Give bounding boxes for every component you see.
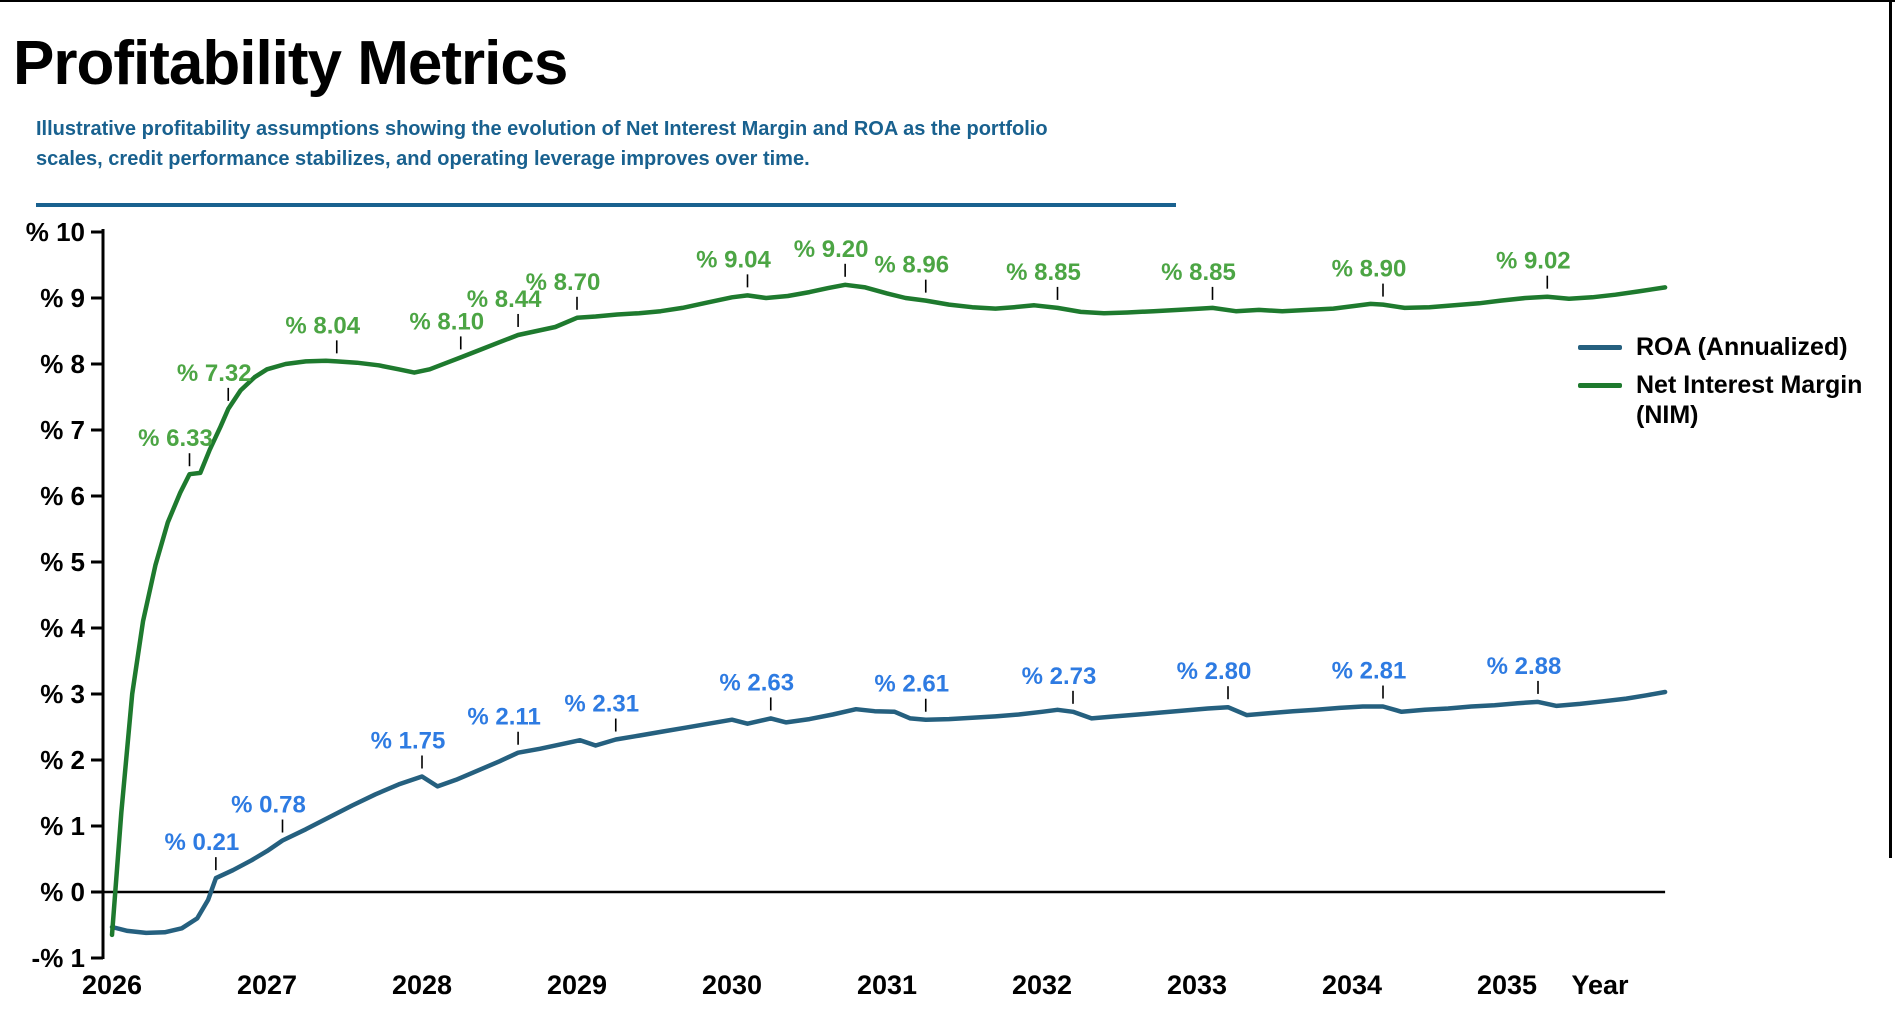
x-axis-year-label: 2029 <box>547 970 607 1000</box>
roa-annotation-label: % 2.81 <box>1332 658 1407 685</box>
nim-line-swatch <box>1578 383 1622 388</box>
x-axis-year-label: 2028 <box>392 970 452 1000</box>
y-axis-tick-label: % 10 <box>26 217 85 247</box>
legend-label-roa: ROA (Annualized) <box>1636 333 1848 361</box>
y-axis-tick-label: % 2 <box>40 745 85 775</box>
nim-annotation-label: % 9.20 <box>794 236 869 263</box>
x-axis-year-label: 2030 <box>702 970 762 1000</box>
subtitle-line-1: Illustrative profitability assumptions s… <box>36 118 1048 140</box>
roa-annotation-label: % 0.78 <box>231 792 306 819</box>
roa-annotation-label: % 2.73 <box>1022 663 1097 690</box>
nim-annotation-label: % 8.85 <box>1161 259 1236 286</box>
roa-annotation-label: % 1.75 <box>371 728 446 755</box>
x-axis-year-label: 2027 <box>237 970 297 1000</box>
roa-annotation-label: % 0.21 <box>164 829 239 856</box>
x-axis-year-label: 2035 <box>1477 970 1537 1000</box>
nim-annotation-label: % 7.32 <box>177 360 252 387</box>
page-title: Profitability Metrics <box>13 29 568 98</box>
x-axis-year-label: 2026 <box>82 970 142 1000</box>
roa-annotation-label: % 2.31 <box>564 691 639 718</box>
roa-annotation-label: % 2.61 <box>874 671 949 698</box>
y-axis-tick-label: -% 1 <box>32 943 85 973</box>
nim-annotation-label: % 6.33 <box>138 425 213 452</box>
roa-annotation-label: % 2.11 <box>467 704 540 731</box>
y-axis-tick-label: % 6 <box>40 481 85 511</box>
y-axis-tick-label: % 9 <box>40 283 85 313</box>
roa-annotation-label: % 2.63 <box>719 669 794 696</box>
chart-legend: ROA (Annualized) Net Interest Margin (NI… <box>1578 332 1862 438</box>
x-axis-year-label: 2031 <box>857 970 917 1000</box>
legend-label-nim: Net Interest Margin (NIM) <box>1636 370 1862 430</box>
nim-annotation-label: % 8.90 <box>1332 256 1407 283</box>
y-axis-tick-label: % 8 <box>40 349 85 379</box>
y-axis-tick-label: % 7 <box>40 415 85 445</box>
roa-annotation-label: % 2.88 <box>1487 653 1562 680</box>
right-border-line <box>1889 0 1892 858</box>
x-axis-title: Year <box>1571 970 1629 1000</box>
y-axis-tick-label: % 1 <box>40 811 85 841</box>
subtitle-underline <box>36 203 1176 207</box>
y-axis-tick-label: % 0 <box>40 877 85 907</box>
legend-label-nim-line2: (NIM) <box>1636 401 1699 429</box>
nim-annotation-label: % 8.10 <box>409 308 484 335</box>
legend-item-nim: Net Interest Margin (NIM) <box>1578 370 1862 430</box>
roa-line-swatch <box>1578 345 1622 350</box>
x-axis-year-label: 2032 <box>1012 970 1072 1000</box>
y-axis-tick-label: % 3 <box>40 679 85 709</box>
nim-annotation-label: % 8.44 <box>467 286 542 313</box>
nim-annotation-label: % 9.04 <box>696 246 771 273</box>
top-border-line <box>0 0 1895 2</box>
y-axis-tick-label: % 4 <box>40 613 85 643</box>
nim-annotation-label: % 8.70 <box>526 269 601 296</box>
nim-line <box>109 282 1668 938</box>
y-axis-tick-label: % 5 <box>40 547 85 577</box>
subtitle-line-2: scales, credit performance stabilizes, a… <box>36 148 810 170</box>
x-axis-year-label: 2034 <box>1322 970 1382 1000</box>
nim-annotation-label: % 9.02 <box>1496 248 1571 275</box>
roa-line <box>109 689 1668 936</box>
nim-annotation-label: % 8.96 <box>874 252 949 279</box>
nim-annotation-label: % 8.85 <box>1006 259 1081 286</box>
x-axis-year-label: 2033 <box>1167 970 1227 1000</box>
nim-annotation-label: % 8.04 <box>285 312 360 339</box>
legend-label-nim-line1: Net Interest Margin <box>1636 371 1863 399</box>
legend-item-roa: ROA (Annualized) <box>1578 332 1862 362</box>
chart-subtitle: Illustrative profitability assumptions s… <box>36 114 1048 174</box>
roa-annotation-label: % 2.80 <box>1177 658 1252 685</box>
